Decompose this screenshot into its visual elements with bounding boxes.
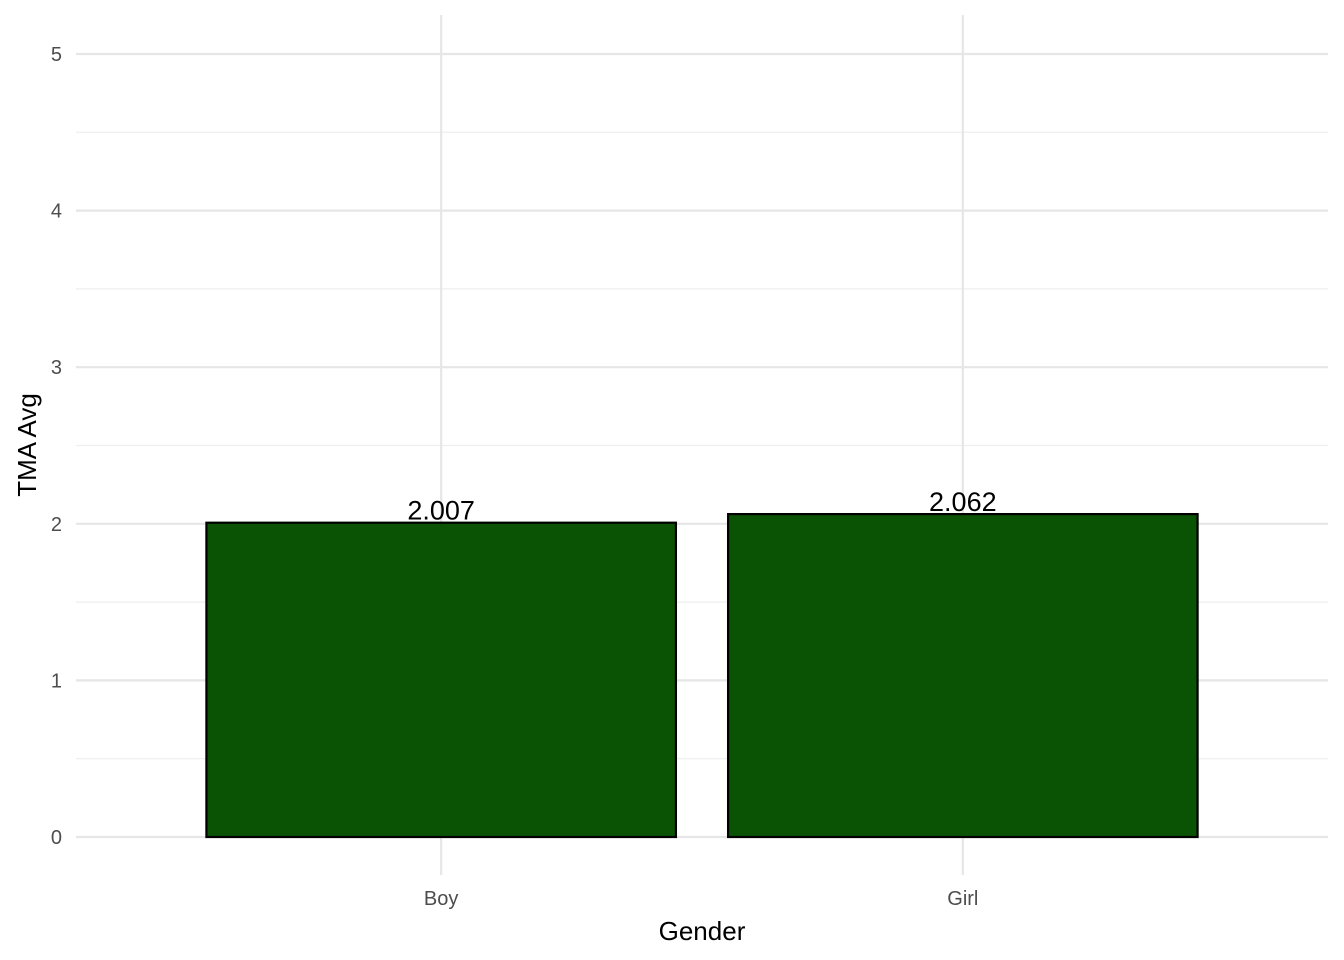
y-tick-label: 2 (51, 514, 62, 536)
x-axis-ticks: Boy Girl (424, 888, 978, 910)
bars (205, 512, 1199, 839)
bar-boy (205, 521, 678, 839)
x-tick-label: Boy (424, 888, 458, 910)
data-label-boy: 2.007 (407, 496, 475, 526)
y-tick-label: 4 (51, 201, 62, 223)
x-tick-label: Girl (947, 888, 978, 910)
data-labels: 2.007 2.062 (407, 487, 996, 526)
y-tick-label: 1 (51, 670, 62, 692)
y-tick-label: 3 (51, 357, 62, 379)
y-tick-label: 5 (51, 44, 62, 66)
data-label-girl: 2.062 (929, 487, 997, 517)
y-axis-ticks: 0 1 2 3 4 5 (51, 44, 62, 849)
y-tick-label: 0 (51, 827, 62, 849)
bar-girl (726, 512, 1199, 839)
y-axis-title: TMA Avg (12, 393, 42, 497)
x-axis-title: Gender (659, 916, 746, 946)
